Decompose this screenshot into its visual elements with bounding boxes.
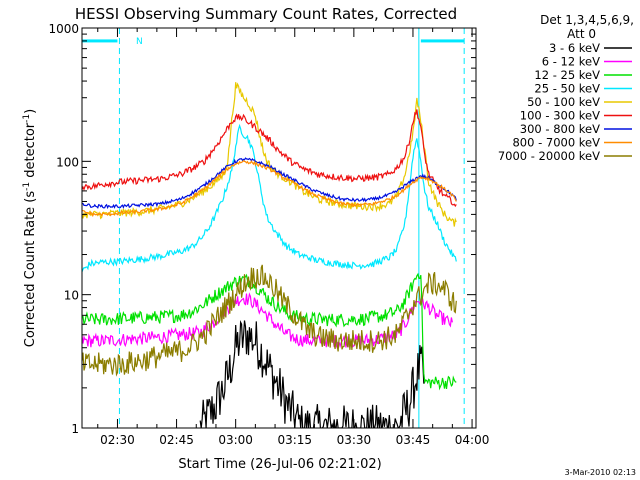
legend-label: 6 - 12 keV (542, 55, 600, 69)
x-tick-label: 04:00 (455, 433, 490, 447)
y-tick-label: 10 (64, 289, 79, 303)
legend-entry: 25 - 50 keV (534, 82, 632, 96)
x-tick-label: 03:00 (218, 433, 253, 447)
legend-label: 12 - 25 keV (534, 68, 600, 82)
series-line-8 (82, 159, 457, 218)
x-axis-ticks: 02:30 02:45 03:00 03:15 03:30 03:45 04:00 (97, 28, 490, 447)
legend-entry: 12 - 25 keV (534, 68, 632, 82)
annotation-n: N (136, 37, 143, 47)
legend-entry: 800 - 7000 keV (512, 136, 632, 150)
plot-frame (81, 27, 477, 429)
legend-label: 100 - 300 keV (520, 109, 600, 123)
y-axis-label-main: Corrected Count Rate (s (23, 191, 38, 348)
legend-label: 300 - 800 keV (520, 122, 600, 136)
plot-area (82, 28, 465, 428)
legend-header-line2: Att 0 (567, 27, 596, 41)
legend-label: 50 - 100 keV (527, 95, 600, 109)
legend-label: 25 - 50 keV (534, 82, 600, 96)
x-tick-label: 02:30 (100, 433, 135, 447)
series-line-4 (82, 123, 457, 273)
y-axis-label-mid: detector (23, 122, 38, 182)
legend-entry: 3 - 6 keV (549, 41, 632, 55)
x-tick-label: 02:45 (159, 433, 194, 447)
series-line-2 (82, 292, 453, 350)
legend-entry: 100 - 300 keV (520, 109, 632, 123)
chart-title: HESSI Observing Summary Count Rates, Cor… (75, 5, 457, 23)
footer-date: 3-Mar-2010 02:13 (565, 468, 636, 477)
y-tick-label: 1000 (48, 22, 79, 36)
series-line-6 (82, 109, 457, 208)
y-axis-label-sup2: -1 (22, 114, 32, 123)
y-tick-label: 100 (56, 155, 79, 169)
x-axis-label: Start Time (26-Jul-06 02:21:02) (178, 457, 381, 472)
x-tick-label: 03:30 (337, 433, 372, 447)
series-line-3 (82, 272, 457, 391)
y-axis-label: Corrected Count Rate (s-1 detector-1) (22, 109, 38, 347)
y-axis-ticks: 1 10 100 1000 (48, 22, 476, 436)
legend-label: 3 - 6 keV (549, 41, 600, 55)
x-tick-label: 03:15 (277, 433, 312, 447)
attenuator-bar-2 (420, 39, 465, 43)
attenuator-bar-1 (82, 39, 118, 43)
series-line-9 (82, 264, 457, 377)
legend-header-line1: Det 1,3,4,5,6,9, (540, 13, 634, 27)
series-line-1 (199, 319, 426, 428)
legend-entry: 6 - 12 keV (542, 55, 632, 69)
legend-label: 7000 - 20000 keV (498, 149, 600, 163)
legend-label: 800 - 7000 keV (512, 136, 600, 150)
x-tick-label: 03:45 (396, 433, 431, 447)
y-axis-label-sup1: -1 (22, 182, 32, 191)
legend-entry: 7000 - 20000 keV (498, 149, 632, 163)
y-axis-label-end: ) (23, 109, 38, 114)
y-tick-label: 1 (71, 422, 79, 436)
legend-entry: 300 - 800 keV (520, 122, 632, 136)
legend-entry: 50 - 100 keV (527, 95, 632, 109)
